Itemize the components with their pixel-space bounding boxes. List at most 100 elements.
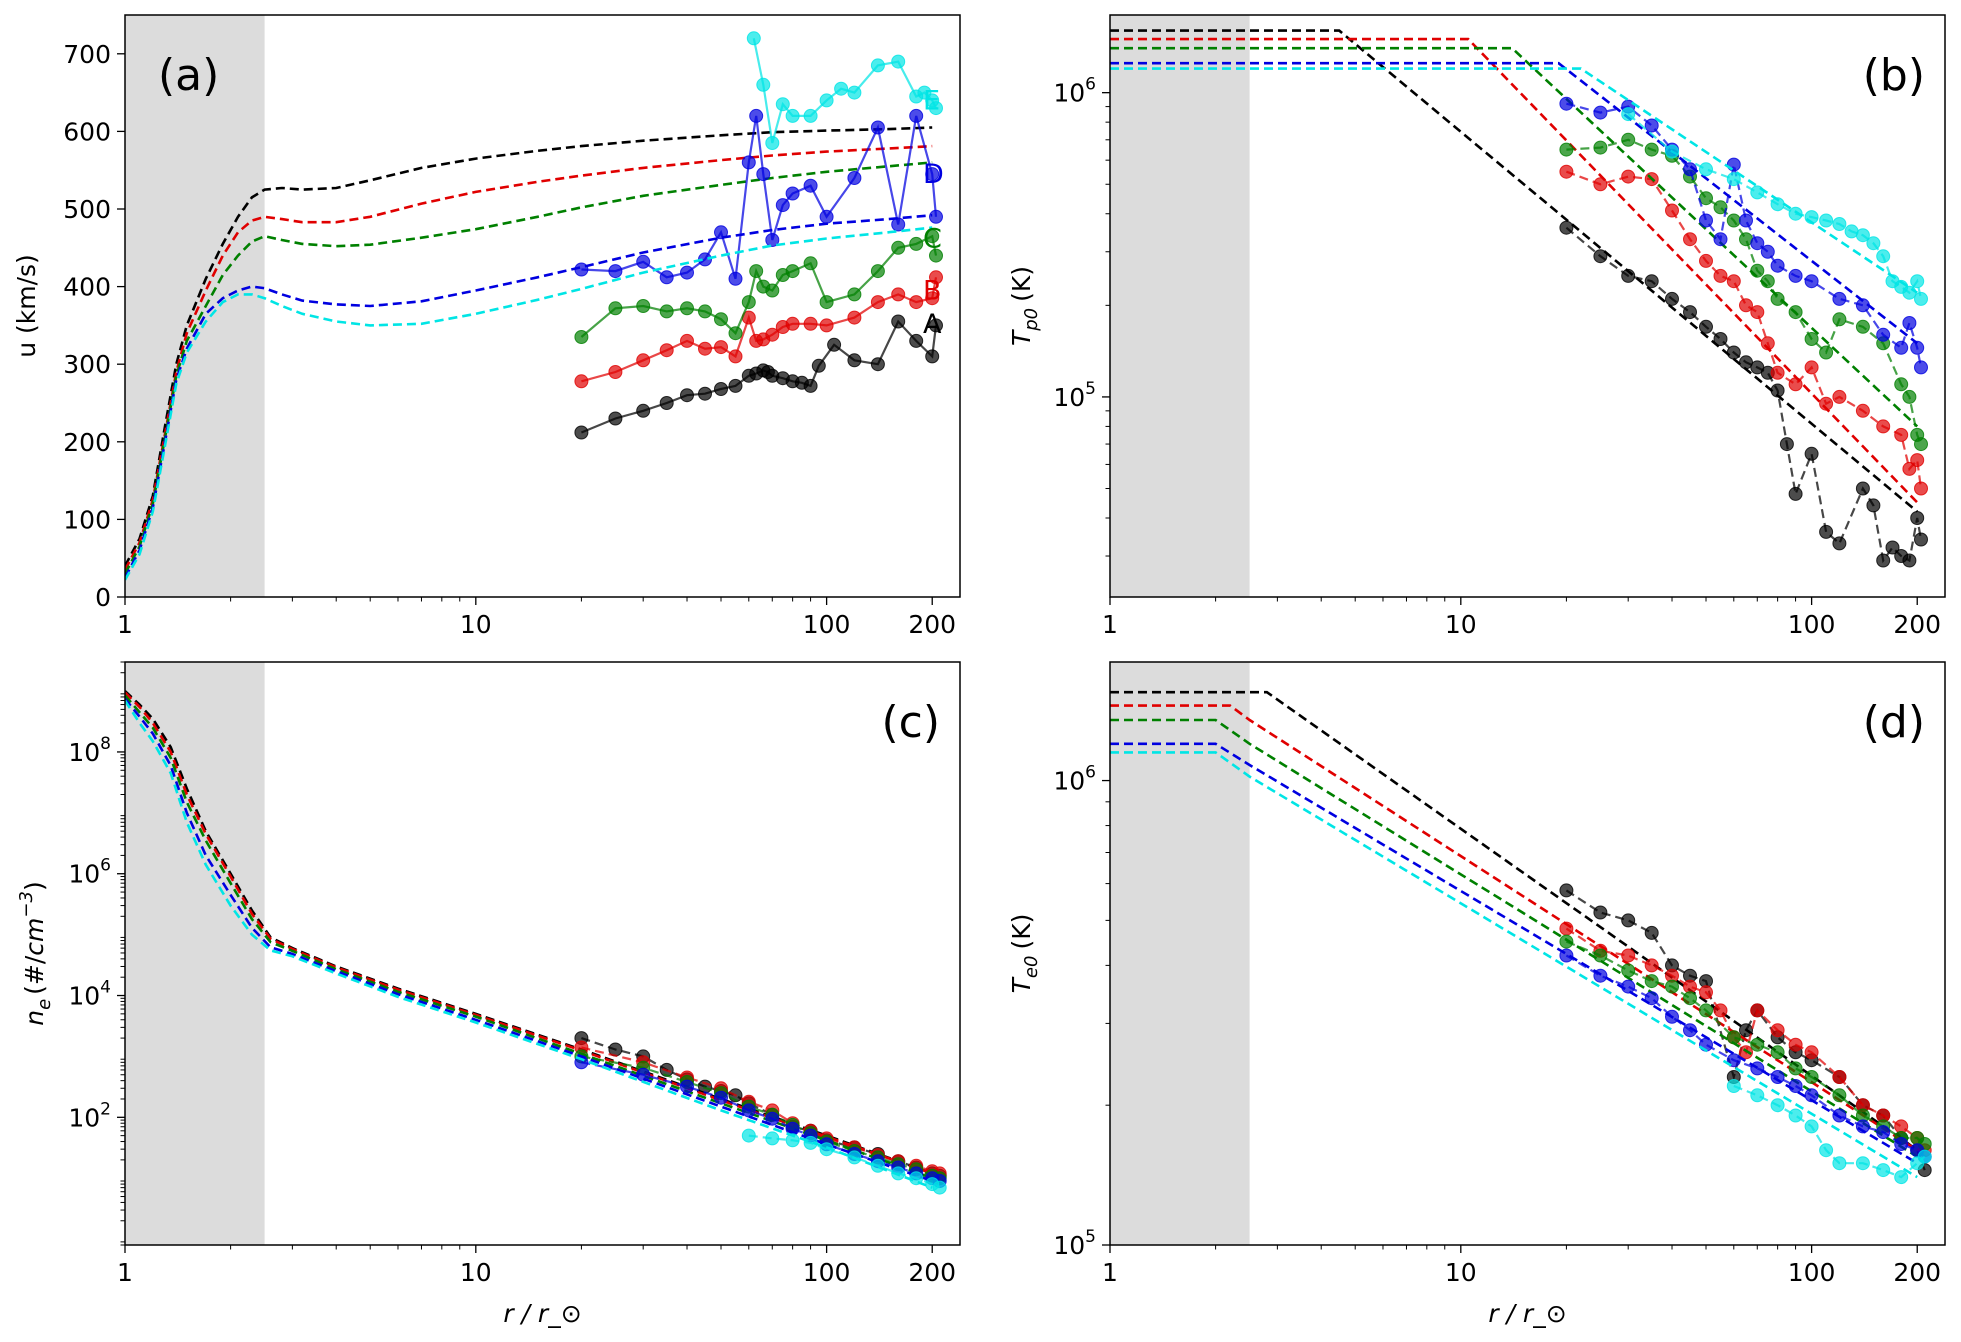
obs-point — [1750, 1061, 1765, 1076]
obs-point — [932, 1180, 947, 1195]
obs-point — [1832, 389, 1847, 404]
obs-point — [803, 316, 818, 331]
series-A — [1110, 29, 1928, 568]
obs-point — [1819, 345, 1834, 360]
series-B — [1110, 37, 1928, 504]
obs-point — [1750, 263, 1765, 278]
y-tick-label: 105 — [1053, 1227, 1096, 1260]
series-label-B: B — [923, 275, 942, 306]
obs-point — [870, 58, 885, 73]
y-tick-label: 600 — [63, 117, 111, 146]
obs-line-A — [1565, 226, 1923, 564]
obs-point — [608, 264, 623, 279]
x-axis-label: r / r_⊙ — [503, 1299, 581, 1328]
obs-point — [1770, 383, 1785, 398]
obs-point — [1726, 345, 1741, 360]
obs-point — [1832, 291, 1847, 306]
obs-point — [1804, 210, 1819, 225]
plot-area — [125, 31, 943, 581]
obs-point — [659, 396, 674, 410]
obs-point — [1726, 1079, 1741, 1093]
obs-point — [929, 101, 943, 116]
x-tick-label: 1 — [1102, 1258, 1118, 1287]
obs-point — [909, 295, 924, 310]
y-tick-base: 10 — [68, 982, 100, 1011]
obs-point — [1855, 1156, 1870, 1171]
obs-point — [728, 326, 743, 341]
obs-point — [1804, 1070, 1819, 1084]
obs-point — [1770, 1098, 1785, 1113]
obs-point — [746, 31, 761, 46]
obs-point — [909, 333, 924, 348]
obs-point — [765, 136, 780, 150]
y-tick-label: 106 — [1053, 763, 1096, 796]
obs-point — [803, 256, 818, 271]
obs-point — [1621, 948, 1636, 963]
obs-point — [1914, 360, 1928, 375]
obs-point — [1739, 213, 1753, 228]
y-tick-label: 102 — [68, 1099, 111, 1132]
obs-point — [1819, 1143, 1834, 1158]
model-line-B — [1110, 704, 1918, 1152]
obs-point — [1770, 1023, 1785, 1038]
obs-point — [1739, 1023, 1753, 1038]
obs-line-D — [581, 115, 938, 280]
obs-point — [870, 357, 885, 372]
x-tick-label: 1 — [117, 1258, 133, 1287]
axes-frame — [124, 661, 961, 1246]
obs-point — [1770, 1045, 1785, 1060]
obs-point — [1644, 991, 1659, 1006]
obs-point — [785, 1133, 800, 1148]
series-E — [125, 31, 943, 581]
obs-point — [1739, 355, 1753, 370]
obs-point — [1914, 291, 1928, 306]
obs-point — [574, 374, 589, 389]
obs-point — [1788, 305, 1803, 320]
obs-point — [785, 316, 800, 331]
x-tick-label: 100 — [803, 610, 851, 639]
obs-point — [870, 1158, 885, 1173]
obs-point — [1593, 905, 1608, 920]
obs-point — [819, 318, 834, 333]
obs-point — [891, 314, 906, 329]
obs-point — [765, 233, 780, 247]
panel-0: 1 10 100 200 0 100 200 300 400 500 600 700 u (km/s) (… — [12, 14, 961, 639]
obs-point — [1902, 285, 1917, 300]
obs-point — [1804, 1045, 1819, 1060]
obs-point — [1559, 948, 1574, 963]
obs-point — [847, 287, 862, 302]
obs-point — [698, 386, 712, 401]
model-line-E — [125, 226, 933, 581]
obs-point — [659, 343, 674, 358]
axes-frame — [1109, 661, 1946, 1246]
obs-point — [636, 403, 651, 418]
obs-point — [1593, 177, 1608, 192]
y-tick-base: 10 — [68, 738, 100, 767]
obs-point — [1855, 403, 1870, 418]
obs-point — [728, 271, 743, 286]
obs-point — [1902, 389, 1917, 404]
y-tick-exp: 8 — [100, 734, 111, 754]
y-tick-label: 200 — [63, 428, 111, 457]
obs-point — [1819, 213, 1834, 228]
obs-point — [765, 283, 780, 298]
y-tick-label: 300 — [63, 350, 111, 379]
y-axis-label: u (km/s) — [12, 254, 41, 358]
obs-point — [1788, 377, 1803, 392]
obs-point — [1788, 1079, 1803, 1093]
obs-point — [827, 337, 842, 352]
axes-frame — [1109, 14, 1946, 598]
obs-point — [698, 341, 712, 356]
obs-point — [1876, 553, 1891, 568]
series-label-E: E — [923, 85, 940, 116]
obs-point — [1788, 268, 1803, 283]
obs-point — [1559, 934, 1574, 949]
obs-point — [636, 299, 651, 313]
series-D — [1110, 742, 1932, 1165]
obs-point — [1739, 1045, 1753, 1060]
obs-point — [785, 186, 800, 201]
obs-point — [803, 378, 818, 393]
obs-point — [1788, 206, 1803, 221]
